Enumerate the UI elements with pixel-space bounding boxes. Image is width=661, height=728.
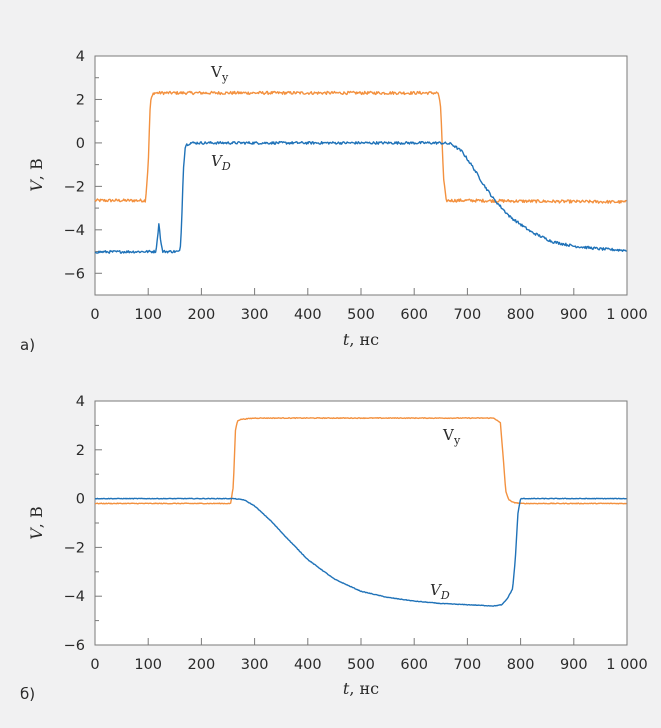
x-tick-label: 200 xyxy=(188,657,216,673)
x-tick-label: 600 xyxy=(400,307,428,323)
y-tick-label: −4 xyxy=(64,589,85,605)
x-tick-label: 500 xyxy=(347,657,375,673)
x-tick-label: 100 xyxy=(134,657,162,673)
y-axis-label-b: V, В xyxy=(27,506,46,540)
y-tick-label: −6 xyxy=(64,638,85,654)
y-axis-label-a: V, В xyxy=(27,158,46,192)
y-tick-label: 2 xyxy=(76,443,85,459)
plot-area-b xyxy=(94,400,628,646)
x-tick-label: 800 xyxy=(507,307,535,323)
chart-panel-a: −6 −4 −2 0 2 4 0 100 200 300 400 500 600 700 800 900 1 … xyxy=(20,49,648,354)
x-axis-label-a: t, нс xyxy=(343,330,379,349)
series-line-vd xyxy=(94,140,627,254)
x-tick-label: 700 xyxy=(454,657,482,673)
chart-panel-b: −6 −4 −2 0 2 4 0 100 200 300 400 500 600 700 800 900 1 … xyxy=(20,394,648,703)
series-label-vy-b: Vу xyxy=(442,426,461,447)
series-label-vd-a: VD xyxy=(211,152,231,173)
series-line-vd xyxy=(94,497,627,607)
x-ticks-a: 0 100 200 300 400 500 600 700 800 900 1 000 xyxy=(90,288,648,323)
x-tick-label: 700 xyxy=(454,307,482,323)
x-tick-label: 800 xyxy=(507,657,535,673)
x-tick-label: 1 000 xyxy=(606,307,648,323)
x-tick-label: 200 xyxy=(188,307,216,323)
series-label-vy-a: Vу xyxy=(210,63,229,84)
panel-label-b: б) xyxy=(20,685,35,703)
x-tick-label: 900 xyxy=(560,307,588,323)
y-tick-label: 4 xyxy=(76,394,85,410)
x-tick-label: 400 xyxy=(294,307,322,323)
x-axis-label-b: t, нс xyxy=(343,679,379,698)
y-tick-label: −6 xyxy=(64,266,85,282)
x-tick-label: 0 xyxy=(90,307,99,323)
x-ticks-b: 0 100 200 300 400 500 600 700 800 900 1 000 xyxy=(90,638,648,673)
y-tick-label: −4 xyxy=(64,223,85,239)
x-tick-label: 600 xyxy=(400,657,428,673)
x-tick-label: 300 xyxy=(241,657,269,673)
y-tick-label: 0 xyxy=(76,136,85,152)
x-tick-label: 400 xyxy=(294,657,322,673)
x-tick-label: 1 000 xyxy=(606,657,648,673)
x-tick-label: 0 xyxy=(90,657,99,673)
y-tick-label: 4 xyxy=(76,49,85,65)
x-tick-label: 500 xyxy=(347,307,375,323)
y-ticks-a: −6 −4 −2 0 2 4 xyxy=(64,49,102,296)
series-line-vy xyxy=(94,90,627,204)
series-line-vy xyxy=(94,417,627,505)
x-tick-label: 300 xyxy=(241,307,269,323)
y-ticks-b: −6 −4 −2 0 2 4 xyxy=(64,394,102,654)
series-group-a xyxy=(94,90,627,254)
x-tick-label: 100 xyxy=(134,307,162,323)
y-tick-label: −2 xyxy=(64,179,85,195)
panel-label-a: а) xyxy=(20,336,35,354)
series-group-b xyxy=(94,417,627,607)
x-tick-label: 900 xyxy=(560,657,588,673)
y-tick-label: −2 xyxy=(64,540,85,556)
series-label-vd-b: VD xyxy=(430,581,450,602)
y-tick-label: 2 xyxy=(76,92,85,108)
y-tick-label: 0 xyxy=(76,492,85,508)
